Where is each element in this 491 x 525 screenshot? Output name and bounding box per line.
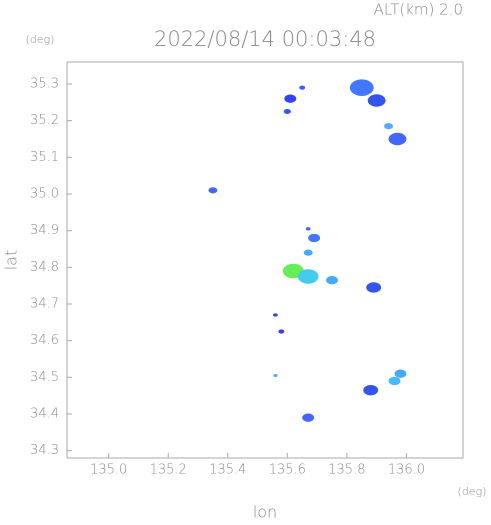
echo-cell (384, 123, 394, 130)
echo-cell (273, 374, 278, 377)
echo-cell (278, 329, 285, 334)
y-tick-label: 34.8 (30, 260, 59, 275)
echo-cell (283, 108, 291, 115)
echo-cell (366, 282, 382, 293)
y-tick-label: 35.3 (30, 77, 59, 92)
x-tick-label: 136.0 (388, 463, 425, 478)
echo-cell (305, 227, 311, 231)
y-tick-label: 34.6 (30, 333, 59, 348)
y-tick-label: 35.1 (30, 150, 59, 165)
x-unit: (deg) (458, 485, 487, 498)
echo-cell (284, 94, 297, 103)
x-tick-label: 135.0 (90, 463, 127, 478)
echo-cell (303, 249, 313, 256)
echo-cell (297, 269, 319, 284)
y-tick-label: 34.7 (30, 297, 59, 312)
echo-cell (302, 413, 315, 422)
header: ALT(km) 2.0 (374, 1, 463, 19)
y-unit: (deg) (26, 33, 55, 46)
plot-frame (66, 61, 464, 459)
y-tick-label: 34.4 (30, 407, 59, 422)
y-tick-label: 34.9 (30, 223, 59, 238)
echo-cell (308, 233, 321, 243)
x-tick-label: 135.6 (269, 463, 306, 478)
echo-cell (299, 85, 306, 90)
echo-cell (208, 187, 218, 194)
x-tick-label: 135.2 (150, 463, 187, 478)
y-tick-label: 35.0 (30, 187, 59, 202)
y-axis-label: lat (2, 250, 21, 271)
echo-cell (326, 275, 338, 285)
echo-cell (367, 94, 386, 107)
y-tick-label: 34.5 (30, 370, 59, 385)
echo-cell (273, 313, 278, 317)
echo-cell (388, 376, 401, 386)
y-tick-label: 35.2 (30, 113, 59, 128)
x-tick-label: 135.8 (328, 463, 365, 478)
echo-cell (349, 79, 374, 97)
echo-cell (363, 384, 379, 396)
x-axis-label: lon (253, 503, 277, 522)
echo-cell (394, 369, 407, 378)
echo-cell (388, 132, 407, 146)
chart-title: 2022/08/14 00:03:48 (154, 27, 376, 51)
y-tick-label: 34.3 (30, 443, 59, 458)
x-tick-label: 135.4 (209, 463, 246, 478)
